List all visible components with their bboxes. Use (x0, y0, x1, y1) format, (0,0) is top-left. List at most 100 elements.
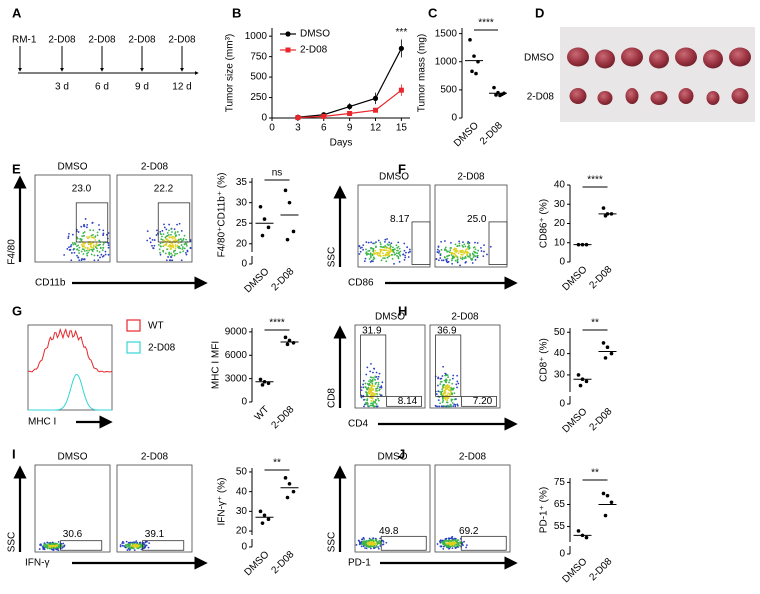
data-point (498, 93, 502, 98)
event-dot (445, 385, 448, 388)
treatment-label: 2-D08 (48, 35, 76, 46)
event-dot (440, 248, 443, 251)
event-dot (70, 252, 73, 254)
y-tick-label: 500 (440, 85, 457, 96)
event-dot (364, 547, 366, 549)
event-dot (172, 246, 175, 249)
start-label: RM-1 (12, 35, 37, 46)
event-dot (377, 397, 380, 400)
flow-plot-title: 2-D08 (451, 312, 479, 323)
data-point (291, 489, 296, 494)
event-dot (452, 405, 455, 408)
event-dot (437, 376, 440, 379)
tumor (729, 47, 751, 67)
event-dot (397, 255, 400, 258)
y-tick-label: 55 (554, 521, 566, 532)
event-dot (439, 545, 442, 548)
event-dot (372, 371, 374, 374)
event-dot (176, 244, 179, 247)
flow-plot-title: DMSO (58, 162, 88, 173)
event-dot (86, 252, 88, 255)
y-axis-title: PD-1⁺ (%) (539, 487, 550, 533)
event-dot (396, 254, 398, 257)
event-dot (86, 223, 89, 226)
event-dot (174, 235, 177, 237)
event-dot (438, 405, 441, 408)
event-dot (123, 545, 125, 547)
event-dot (174, 244, 177, 246)
event-dot (70, 259, 73, 262)
event-dot (146, 230, 149, 233)
x-tick-label: 2-D08 (269, 404, 296, 431)
event-dot (397, 245, 400, 248)
legend-marker (285, 31, 291, 37)
histogram-frame (27, 324, 113, 411)
event-dot (448, 546, 451, 548)
event-dot (440, 539, 442, 542)
x-tick-label: 0 (269, 123, 275, 134)
event-dot (180, 259, 183, 262)
event-dot (381, 539, 384, 542)
flow-plot (434, 464, 511, 553)
event-dot (138, 543, 140, 546)
event-dot (133, 543, 136, 546)
event-dot (370, 385, 373, 387)
event-dot (363, 403, 366, 406)
significance: ** (591, 468, 599, 479)
flow-plot-title: DMSO (58, 452, 88, 463)
event-dot (102, 243, 105, 246)
histogram-curve (28, 373, 112, 411)
event-dot (370, 247, 372, 250)
event-dot (398, 247, 401, 250)
event-dot (47, 544, 50, 547)
event-dot (444, 392, 446, 395)
event-dot (365, 241, 368, 244)
event-dot (451, 401, 454, 404)
event-dot (82, 232, 85, 234)
gate-percent: 39.1 (145, 529, 165, 540)
event-dot (100, 253, 103, 256)
event-dot (474, 241, 476, 244)
event-dot (449, 403, 452, 406)
annotation: *** (396, 27, 408, 38)
event-dot (157, 244, 160, 246)
event-dot (76, 254, 78, 257)
event-dot (107, 244, 110, 246)
flow-plot (34, 174, 111, 263)
event-dot (380, 259, 383, 262)
event-dot (483, 250, 485, 253)
event-dot (178, 233, 181, 236)
event-dot (143, 547, 146, 549)
event-dot (439, 252, 442, 255)
event-dot (71, 233, 74, 236)
data-point (291, 229, 296, 234)
panel-letter: J (398, 446, 405, 461)
event-dot (458, 544, 461, 547)
event-dot (456, 245, 459, 247)
event-dot (77, 244, 80, 247)
event-dot (449, 241, 452, 244)
event-dot (365, 252, 367, 255)
event-dot (171, 235, 174, 238)
y-tick-label: 0 (559, 257, 565, 268)
event-dot (365, 253, 368, 256)
event-dot (102, 233, 105, 236)
event-dot (82, 235, 85, 237)
gate (460, 535, 507, 551)
event-dot (42, 548, 45, 550)
y-tick-label: 20 (554, 218, 566, 229)
event-dot (63, 544, 66, 547)
event-dot (92, 229, 95, 232)
x-axis-title: Days (330, 138, 353, 149)
event-dot (182, 250, 185, 253)
event-dot (181, 246, 184, 248)
event-dot (159, 231, 162, 233)
event-dot (463, 252, 466, 255)
event-dot (449, 391, 452, 394)
event-dot (465, 261, 467, 263)
event-dot (375, 245, 377, 248)
event-dot (370, 380, 373, 382)
data-point (260, 383, 265, 387)
event-dot (364, 386, 367, 388)
y-tick-label: 500 (250, 72, 267, 83)
